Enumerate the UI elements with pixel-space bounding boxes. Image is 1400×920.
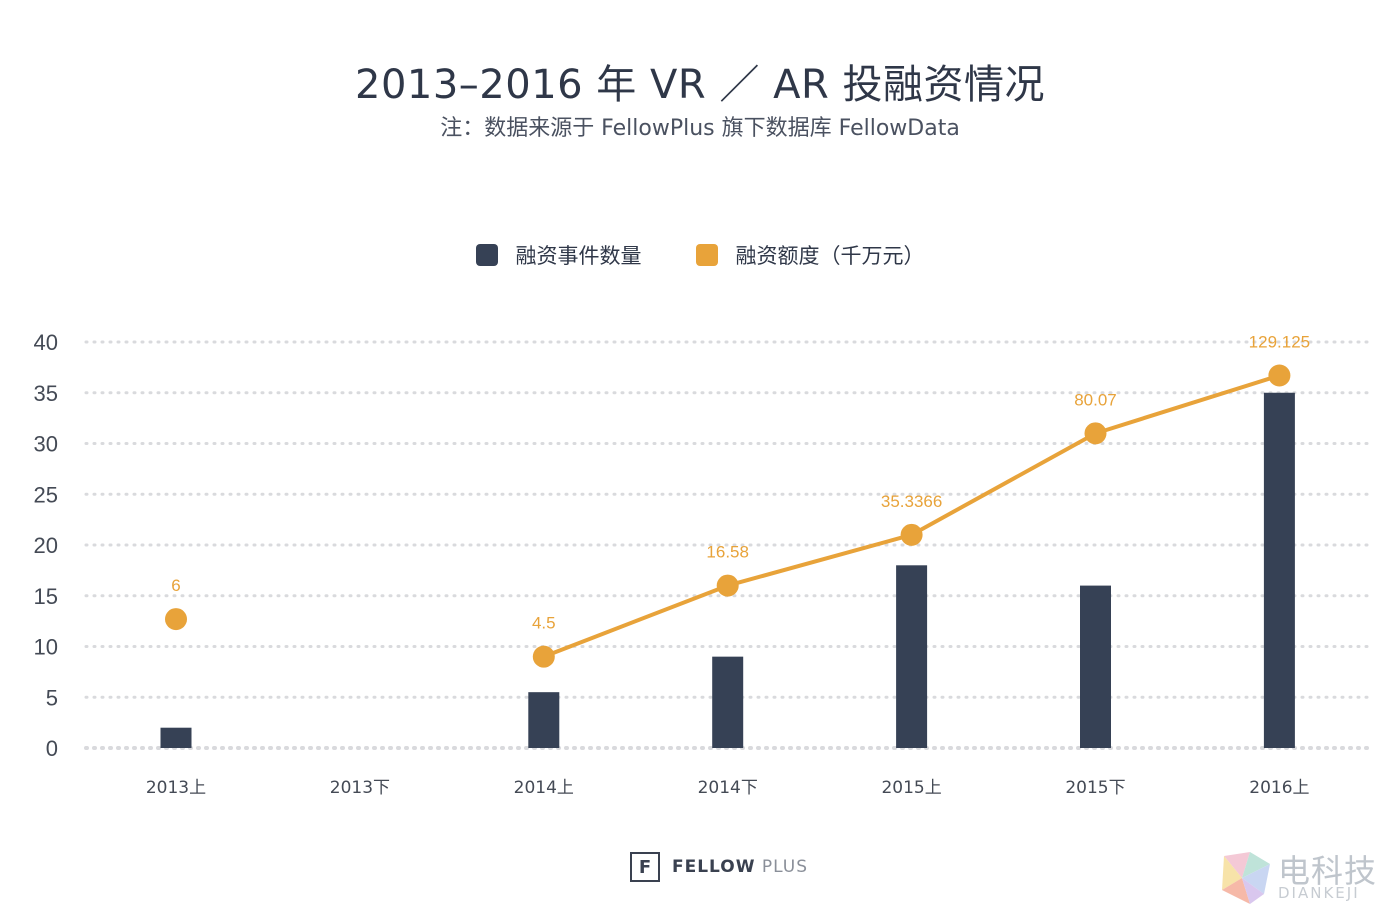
x-axis: 2013上 2013下 2014上 2014下 2015上 2015下 2016上 [146, 778, 1310, 798]
bar-2016上 [1263, 392, 1295, 748]
chart-title: 2013–2016 年 VR ／ AR 投融资情况 [355, 62, 1045, 108]
x-tick-label-2014上: 2014上 [514, 778, 574, 798]
legend-label-amount: 融资额度（千万元） [735, 244, 925, 268]
amount-label-2014下: 16.58 [706, 543, 749, 562]
bar-2015下 [1080, 585, 1111, 748]
amount-point-2016上 [1268, 364, 1291, 387]
legend: 融资事件数量 融资额度（千万元） [0, 240, 1400, 270]
y-tick-label-20: 20 [34, 533, 58, 558]
y-axis: 0 5 10 15 20 25 30 35 40 [34, 330, 58, 761]
watermark-logo-icon [1222, 852, 1270, 904]
amount-point-2014下 [716, 574, 739, 597]
fellowplus-logo: F FELLOW PLUS [630, 852, 808, 882]
y-tick-label-35: 35 [34, 381, 58, 406]
y-tick-label-0: 0 [46, 736, 58, 761]
y-tick-label-5: 5 [46, 685, 58, 710]
bar-2014下 [712, 656, 744, 748]
legend-item-count: 融资事件数量 [475, 240, 642, 270]
x-tick-label-2013上: 2013上 [146, 778, 206, 798]
bar-2015上 [896, 565, 928, 748]
x-tick-label-2015上: 2015上 [881, 778, 941, 798]
legend-swatch-count [475, 244, 498, 266]
legend-label-count: 融资事件数量 [515, 244, 642, 268]
y-tick-label-15: 15 [34, 584, 58, 609]
x-tick-label-2013下: 2013下 [330, 778, 390, 798]
y-tick-label-10: 10 [34, 635, 58, 660]
watermark: 电科技 DIANKEJI [1220, 846, 1390, 910]
brand-bold: FELLOW [672, 857, 756, 877]
legend-item-amount: 融资额度（千万元） [695, 240, 925, 270]
chart-subtitle: 注：数据来源于 FellowPlus 旗下数据库 FellowData [440, 116, 960, 141]
watermark-cn: 电科技 [1278, 852, 1378, 890]
y-tick-label-40: 40 [34, 330, 58, 355]
legend-swatch-amount [695, 244, 718, 266]
line-series: 6 4.5 16.58 35.3366 80.07 129.125 [165, 332, 1310, 668]
brand-light: PLUS [761, 857, 809, 877]
amount-label-2013上: 6 [171, 576, 180, 595]
amount-point-2015下 [1084, 422, 1107, 445]
x-tick-label-2015下: 2015下 [1065, 778, 1125, 798]
x-tick-label-2014下: 2014下 [698, 778, 758, 798]
amount-label-2014上: 4.5 [532, 614, 556, 633]
amount-label-2016上: 129.125 [1249, 332, 1310, 351]
fellowplus-logo-text: FELLOW PLUS [672, 857, 808, 877]
amount-point-2014上 [532, 645, 555, 668]
bar-2014上 [528, 692, 560, 748]
amount-label-2015上: 35.3366 [881, 492, 942, 511]
bar-2013上 [160, 727, 192, 748]
x-tick-label-2016上: 2016上 [1249, 778, 1309, 798]
y-tick-label-25: 25 [34, 482, 58, 507]
bar-series [160, 392, 1295, 748]
amount-point-2013上 [165, 608, 187, 631]
fellowplus-logo-icon: F [630, 852, 660, 882]
y-tick-label-30: 30 [34, 432, 58, 457]
watermark-en: DIANKEJI [1278, 884, 1360, 902]
amount-label-2015下: 80.07 [1074, 390, 1117, 409]
amount-point-2015上 [900, 523, 923, 546]
